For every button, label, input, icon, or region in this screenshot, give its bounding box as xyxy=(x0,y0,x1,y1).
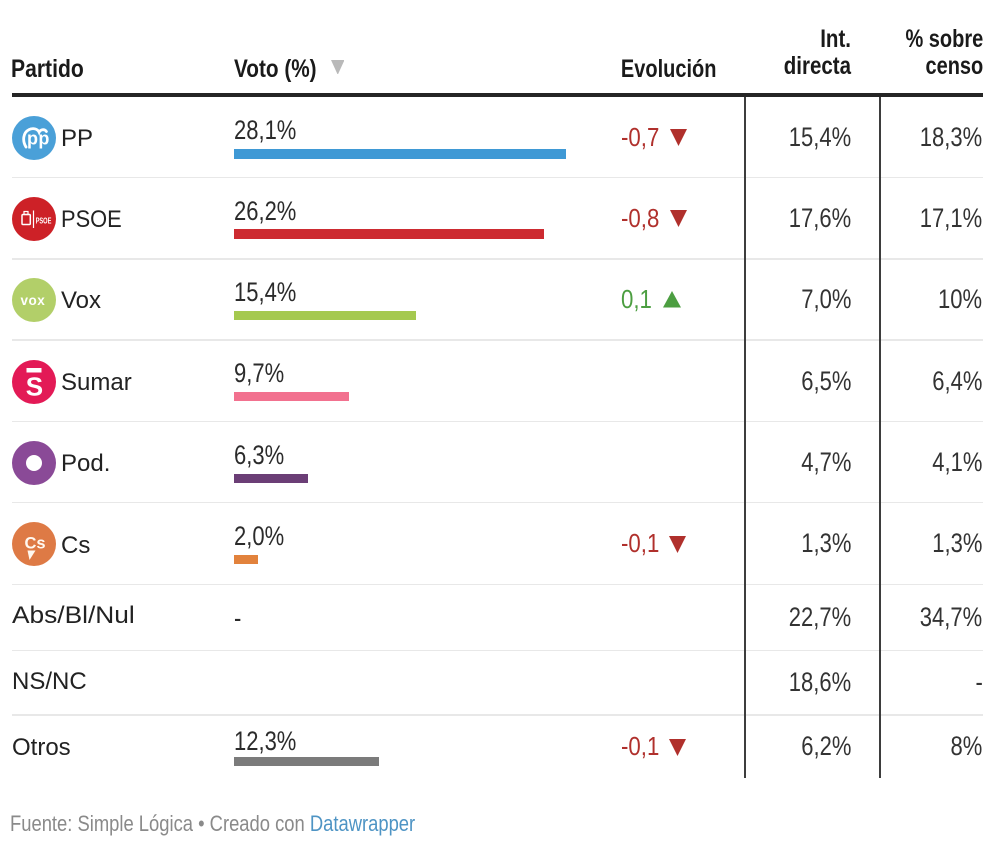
svg-text:vox: vox xyxy=(21,293,46,308)
svg-text:pp: pp xyxy=(27,129,50,149)
svg-text:Cs: Cs xyxy=(25,535,46,553)
svg-text:S: S xyxy=(26,371,43,401)
svg-text:PSOE: PSOE xyxy=(36,216,52,225)
